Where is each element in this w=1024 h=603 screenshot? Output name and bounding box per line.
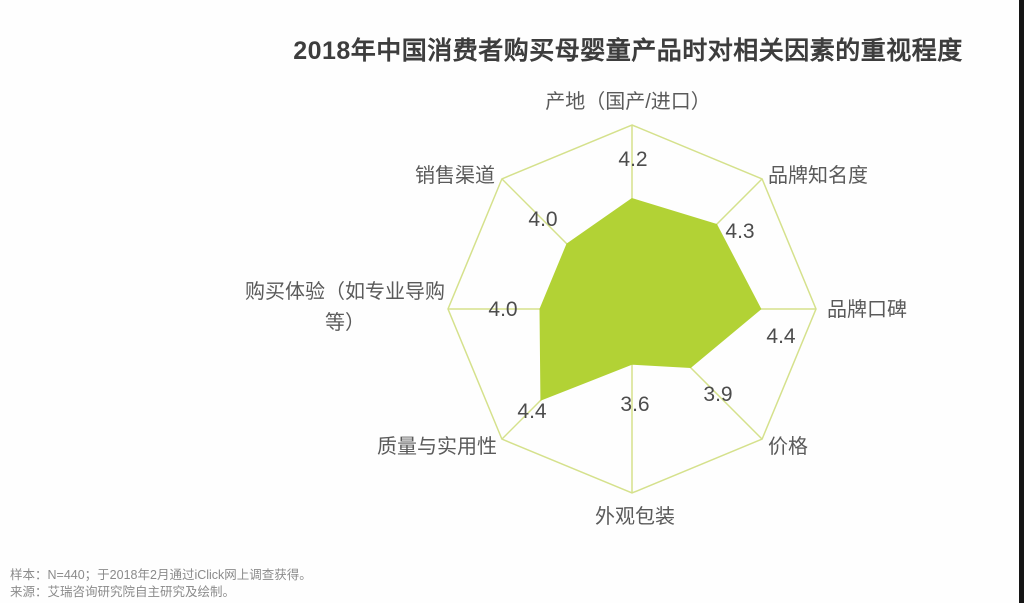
value-label-sales-channel: 4.0 bbox=[528, 208, 558, 231]
screenshot-edge bbox=[1019, 0, 1024, 603]
axis-label-sales-channel: 销售渠道 bbox=[415, 165, 495, 187]
axis-label-packaging: 外观包装 bbox=[595, 506, 675, 528]
value-label-price: 3.9 bbox=[703, 383, 733, 406]
chart-title: 2018年中国消费者购买母婴童产品时对相关因素的重视程度 bbox=[293, 37, 963, 65]
radar-data-polygon bbox=[539, 198, 762, 401]
axis-label-quality-practicality: 质量与实用性 bbox=[377, 436, 497, 458]
axis-label-brand-reputation: 品牌口碑 bbox=[827, 299, 907, 321]
value-label-quality-practicality: 4.4 bbox=[517, 400, 547, 423]
source-note: 来源：艾瑞咨询研究院自主研究及绘制。 bbox=[10, 584, 236, 599]
value-label-packaging: 3.6 bbox=[620, 393, 650, 416]
value-label-brand-awareness: 4.3 bbox=[725, 220, 755, 243]
axis-label-brand-awareness: 品牌知名度 bbox=[768, 165, 868, 187]
sample-note: 样本：N=440；于2018年2月通过iClick网上调查获得。 bbox=[10, 568, 312, 582]
radar-grid-octagon bbox=[447, 124, 817, 494]
value-label-purchase-experience: 4.0 bbox=[488, 298, 518, 321]
value-label-origin: 4.2 bbox=[618, 148, 648, 171]
axis-label-purchase-experience: 购买体验（如专业导购等） bbox=[245, 281, 445, 334]
value-label-brand-reputation: 4.4 bbox=[766, 325, 796, 348]
axis-label-origin: 产地（国产/进口） bbox=[545, 91, 711, 113]
axis-label-price: 价格 bbox=[768, 436, 808, 458]
footnotes: 样本：N=440；于2018年2月通过iClick网上调查获得。 来源：艾瑞咨询… bbox=[10, 567, 312, 600]
